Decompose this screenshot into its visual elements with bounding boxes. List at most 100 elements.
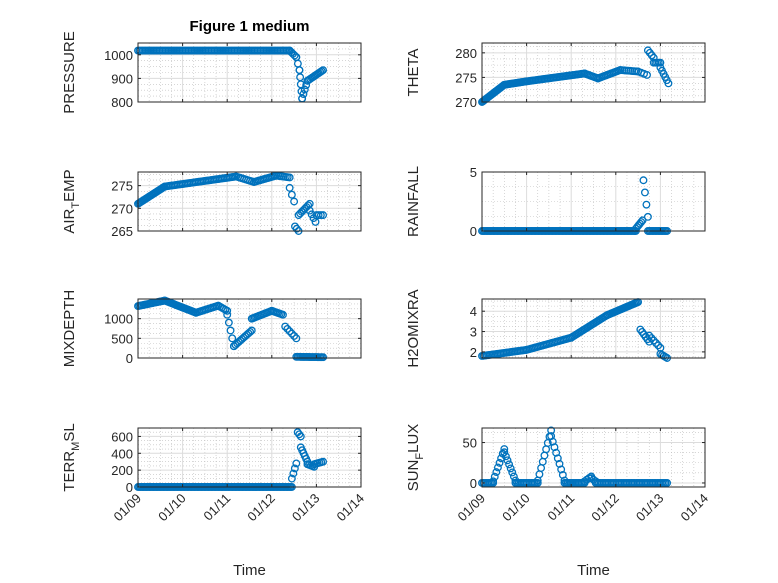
x-tick-label: 01/10: [499, 491, 533, 525]
y-axis-label: MIXDEPTH: [61, 290, 78, 368]
data-point: [317, 67, 326, 76]
y-axis-label: SUNFLUX: [405, 424, 426, 492]
subplot-air-temp: 265 270 275 AIRTEMP: [61, 169, 362, 239]
data-point: [500, 445, 509, 453]
axes-box: [137, 427, 362, 488]
data-point: [637, 218, 646, 226]
y-tick-label: 270: [455, 95, 477, 110]
data-point: [290, 51, 299, 60]
data-point: [226, 326, 235, 335]
y-axis-label: H2OMIXRA: [405, 289, 422, 367]
data-point: [304, 201, 313, 210]
data-point: [299, 90, 308, 98]
y-tick-label: 5: [470, 165, 477, 180]
data-point: [290, 464, 299, 473]
y-axis-label: TERRMSL: [61, 423, 82, 491]
data-series: [478, 176, 672, 235]
y-tick-label: 400: [111, 446, 133, 461]
y-axis-label: RAINFALL: [405, 166, 422, 237]
y-tick-label: 900: [111, 71, 133, 86]
data-point: [647, 334, 656, 343]
data-point: [656, 58, 665, 67]
x-tick-label: 01/09: [111, 491, 145, 525]
data-point: [640, 188, 649, 197]
y-tick-label: 280: [455, 46, 477, 61]
data-point: [292, 224, 301, 233]
data-series: [134, 428, 328, 491]
subplot-h2omixra: 2 3 4 H2OMIXRA: [405, 289, 706, 368]
data-point: [503, 456, 512, 465]
x-tick-label: 01/14: [678, 491, 712, 525]
chart-title: Figure 1 medium: [189, 18, 309, 35]
data-point: [319, 353, 328, 362]
x-tick-label: 01/11: [544, 491, 577, 524]
y-tick-label: 0: [126, 351, 133, 366]
y-axis-label: PRESSURE: [61, 31, 78, 114]
data-point: [223, 310, 232, 319]
subplot-terr-msl: 0 200 400 600 TERRMSL 01/09 01/10 01/11 01/12 01/…: [61, 423, 367, 579]
y-tick-label: 0: [470, 476, 477, 491]
data-point: [508, 468, 517, 477]
subplot-pressure: 800 900 1000 PRESSURE Figure 1 medium: [61, 18, 362, 114]
data-point: [651, 338, 660, 347]
data-series: [478, 426, 672, 487]
y-axis-label: AIRTEMP: [61, 169, 82, 233]
axes-box: [481, 42, 706, 103]
data-point: [296, 432, 305, 441]
y-tick-label: 4: [470, 304, 477, 319]
data-point: [305, 206, 314, 215]
data-point: [298, 94, 307, 103]
data-series: [134, 171, 328, 235]
data-point: [540, 451, 549, 460]
axes-box: [137, 298, 362, 359]
data-point: [287, 190, 296, 199]
data-point: [638, 216, 647, 225]
data-point: [542, 445, 551, 454]
data-point: [493, 463, 502, 472]
axes-box: [137, 42, 362, 103]
data-point: [535, 470, 544, 479]
data-point: [489, 477, 498, 486]
subplot-mixdepth: 0 500 1000 MIXDEPTH: [61, 290, 362, 368]
axes-box: [481, 298, 706, 359]
data-point: [654, 341, 663, 350]
data-point: [246, 327, 255, 336]
y-tick-label: 1000: [104, 312, 133, 327]
x-tick-label: 01/12: [244, 491, 278, 525]
x-axis-label: Time: [577, 562, 610, 579]
data-point: [285, 173, 294, 182]
data-point: [290, 332, 299, 340]
y-tick-label: 270: [111, 201, 133, 216]
y-tick-label: 3: [470, 325, 477, 340]
data-point: [643, 71, 651, 79]
data-point: [538, 457, 547, 466]
data-point: [664, 79, 673, 88]
data-point: [292, 459, 301, 468]
axes-box: [481, 171, 706, 232]
x-tick-label: 01/13: [289, 491, 323, 525]
subplot-sun-flux: 0 50 SUNFLUX 01/09 01/10 01/11 01/12 01/13 01/14…: [405, 424, 711, 579]
data-point: [509, 472, 518, 481]
data-point: [296, 73, 305, 82]
data-point: [295, 430, 304, 439]
data-series: [134, 296, 328, 362]
y-tick-label: 1000: [104, 48, 133, 63]
data-point: [643, 212, 652, 221]
data-point: [287, 474, 296, 483]
data-point: [283, 324, 292, 333]
data-point: [285, 327, 294, 336]
data-point: [228, 334, 237, 343]
data-point: [319, 66, 328, 75]
data-point: [293, 59, 302, 68]
data-point: [501, 452, 510, 461]
y-tick-label: 275: [455, 70, 477, 85]
data-point: [281, 322, 290, 331]
y-tick-label: 265: [111, 224, 133, 239]
data-point: [223, 306, 232, 315]
y-tick-label: 2: [470, 345, 477, 360]
x-tick-label: 01/09: [455, 491, 489, 525]
data-point: [224, 318, 233, 327]
x-tick-label: 01/11: [200, 491, 233, 524]
axes-box: [481, 427, 706, 488]
